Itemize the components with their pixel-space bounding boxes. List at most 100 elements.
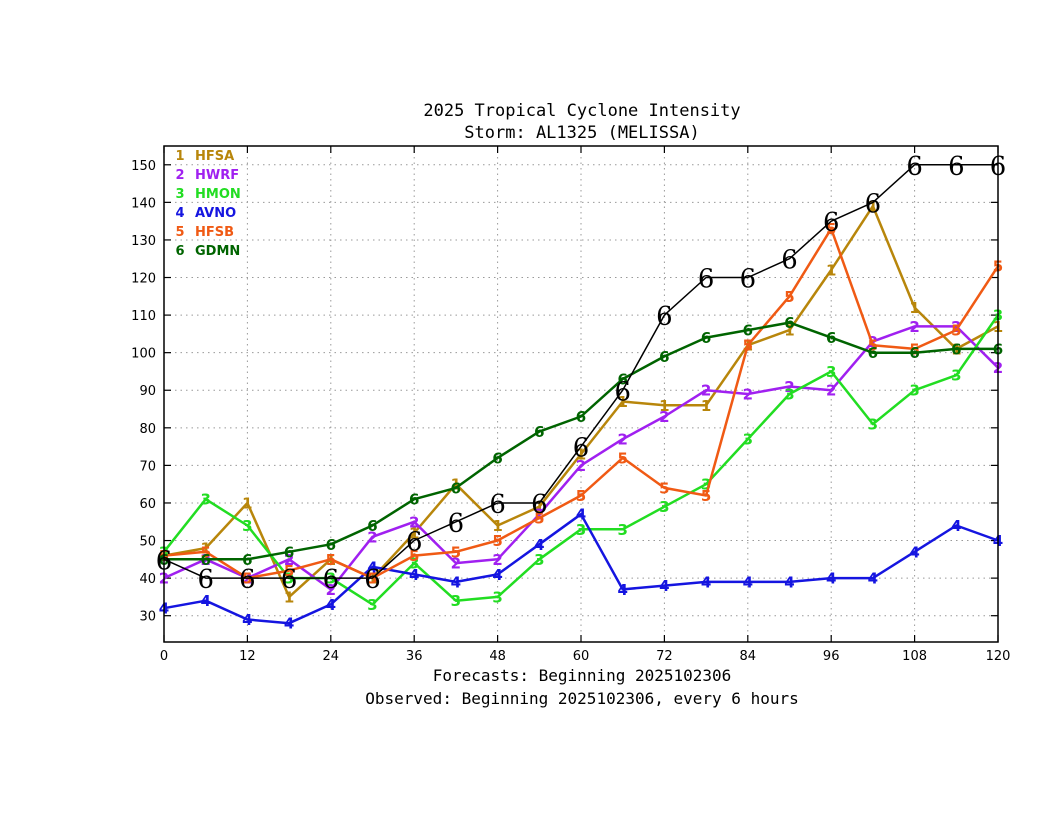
data-point-avno: 4 [200, 592, 210, 610]
data-point-hmon: 3 [701, 476, 711, 494]
data-point-hfsb: 5 [200, 543, 210, 561]
grid [164, 146, 998, 642]
data-point-gdmn: 6 [409, 491, 419, 509]
data-point-hmon: 3 [242, 517, 252, 535]
data-point-hfsa: 1 [200, 540, 210, 558]
y-tick-label: 50 [139, 535, 156, 550]
y-tick-label: 70 [139, 459, 156, 474]
data-point-hmon: 3 [200, 491, 210, 509]
data-point-hwrf: 2 [284, 551, 294, 569]
data-point-gdmn: 6 [784, 314, 794, 332]
observed-point: 9 [239, 562, 256, 592]
data-point-hfsb: 5 [492, 532, 502, 550]
observed-line [163, 164, 998, 579]
data-point-hfsa: 1 [701, 397, 711, 415]
data-point-hfsb: 5 [409, 547, 419, 565]
data-point-avno: 4 [576, 506, 586, 524]
x-tick-label: 120 [986, 649, 1011, 664]
x-tick-label: 12 [239, 649, 256, 664]
observed-point: 9 [906, 149, 923, 179]
data-point-hfsb: 5 [617, 449, 627, 467]
plot-frame [163, 145, 999, 643]
data-point-gdmn: 6 [200, 551, 210, 569]
data-point-avno: 4 [284, 615, 294, 633]
data-point-hfsb: 5 [784, 288, 794, 306]
data-point-hmon: 3 [576, 521, 586, 539]
data-point-hfsb: 5 [576, 487, 586, 505]
data-point-avno: 4 [784, 573, 794, 591]
legend-marker-gdmn: 6 [175, 244, 184, 259]
observed-point: 9 [531, 487, 548, 517]
observed-point: 9 [323, 562, 340, 592]
data-point-hmon: 3 [451, 592, 461, 610]
data-point-avno: 4 [367, 558, 377, 576]
data-point-hfsa: 1 [617, 393, 627, 411]
data-point-hfsa: 1 [284, 588, 294, 606]
data-point-gdmn: 6 [826, 329, 836, 347]
data-point-avno: 4 [826, 570, 836, 588]
data-point-hfsb: 5 [826, 220, 836, 238]
data-point-hwrf: 2 [743, 386, 753, 404]
legend: 1 HFSA 2 HWRF 3 HMON 4 AVNO 5 HFSB 6 GDMN [175, 149, 240, 259]
data-point-hfsa: 1 [576, 446, 586, 464]
y-tick-label: 40 [139, 572, 156, 587]
data-point-hfsb: 5 [534, 510, 544, 528]
observed-point: 9 [781, 243, 798, 273]
data-point-hwrf: 2 [409, 513, 419, 531]
x-tick-label: 96 [823, 649, 840, 664]
data-point-hfsa: 1 [659, 397, 669, 415]
data-point-hmon: 3 [951, 367, 961, 385]
data-point-hfsa: 1 [492, 517, 502, 535]
data-point-hwrf: 2 [659, 408, 669, 426]
chart-subtitle: Storm: AL1325 (MELISSA) [464, 123, 699, 143]
data-point-hwrf: 2 [826, 382, 836, 400]
data-point-avno: 4 [659, 577, 669, 595]
data-point-avno: 4 [534, 536, 544, 554]
data-point-avno: 4 [242, 611, 252, 629]
data-point-gdmn: 6 [951, 340, 961, 358]
data-point-hmon: 3 [409, 555, 419, 573]
data-point-hfsa: 1 [451, 476, 461, 494]
data-point-hfsa: 1 [909, 299, 919, 317]
legend-marker-hwrf: 2 [175, 168, 184, 183]
y-tick-label: 60 [139, 497, 156, 512]
data-point-hfsb: 5 [868, 337, 878, 355]
legend-marker-hfsb: 5 [175, 225, 184, 240]
legend-label-gdmn: GDMN [195, 244, 240, 259]
y-tick-label: 30 [139, 610, 156, 625]
observed-point: 9 [281, 562, 298, 592]
data-point-hmon: 3 [909, 382, 919, 400]
data-point-hwrf: 2 [367, 528, 377, 546]
x-tick-label: 24 [323, 649, 340, 664]
data-point-hfsa: 1 [409, 525, 419, 543]
x-tick-label: 0 [160, 649, 168, 664]
data-point-avno: 4 [909, 543, 919, 561]
data-point-avno: 4 [409, 566, 419, 584]
data-point-hwrf: 2 [701, 382, 711, 400]
y-tick-label: 90 [139, 384, 156, 399]
data-point-hmon: 3 [492, 588, 502, 606]
data-point-hmon: 3 [784, 386, 794, 404]
series-line-hfsa [163, 204, 999, 599]
chart-title: 2025 Tropical Cyclone Intensity [423, 101, 740, 121]
observed-point: 9 [197, 562, 214, 592]
x-axis-label-observed: Observed: Beginning 2025102306, every 6 … [365, 689, 798, 708]
x-tick-label: 36 [406, 649, 423, 664]
data-point-hfsa: 1 [242, 494, 252, 512]
data-point-hmon: 3 [534, 551, 544, 569]
data-point-gdmn: 6 [492, 449, 502, 467]
data-point-hfsb: 5 [909, 340, 919, 358]
data-point-hfsb: 5 [451, 543, 461, 561]
legend-marker-hfsa: 1 [175, 149, 184, 164]
data-point-hmon: 3 [617, 521, 627, 539]
y-tick-label: 150 [131, 159, 156, 174]
y-tick-label: 110 [131, 309, 156, 324]
y-tick-label: 130 [131, 234, 156, 249]
series-line-hwrf [163, 325, 999, 591]
data-point-hfsa: 1 [534, 498, 544, 516]
observed-point: 9 [614, 374, 631, 404]
data-point-gdmn: 6 [451, 479, 461, 497]
data-point-hfsb: 5 [659, 479, 669, 497]
data-point-avno: 4 [492, 566, 502, 584]
